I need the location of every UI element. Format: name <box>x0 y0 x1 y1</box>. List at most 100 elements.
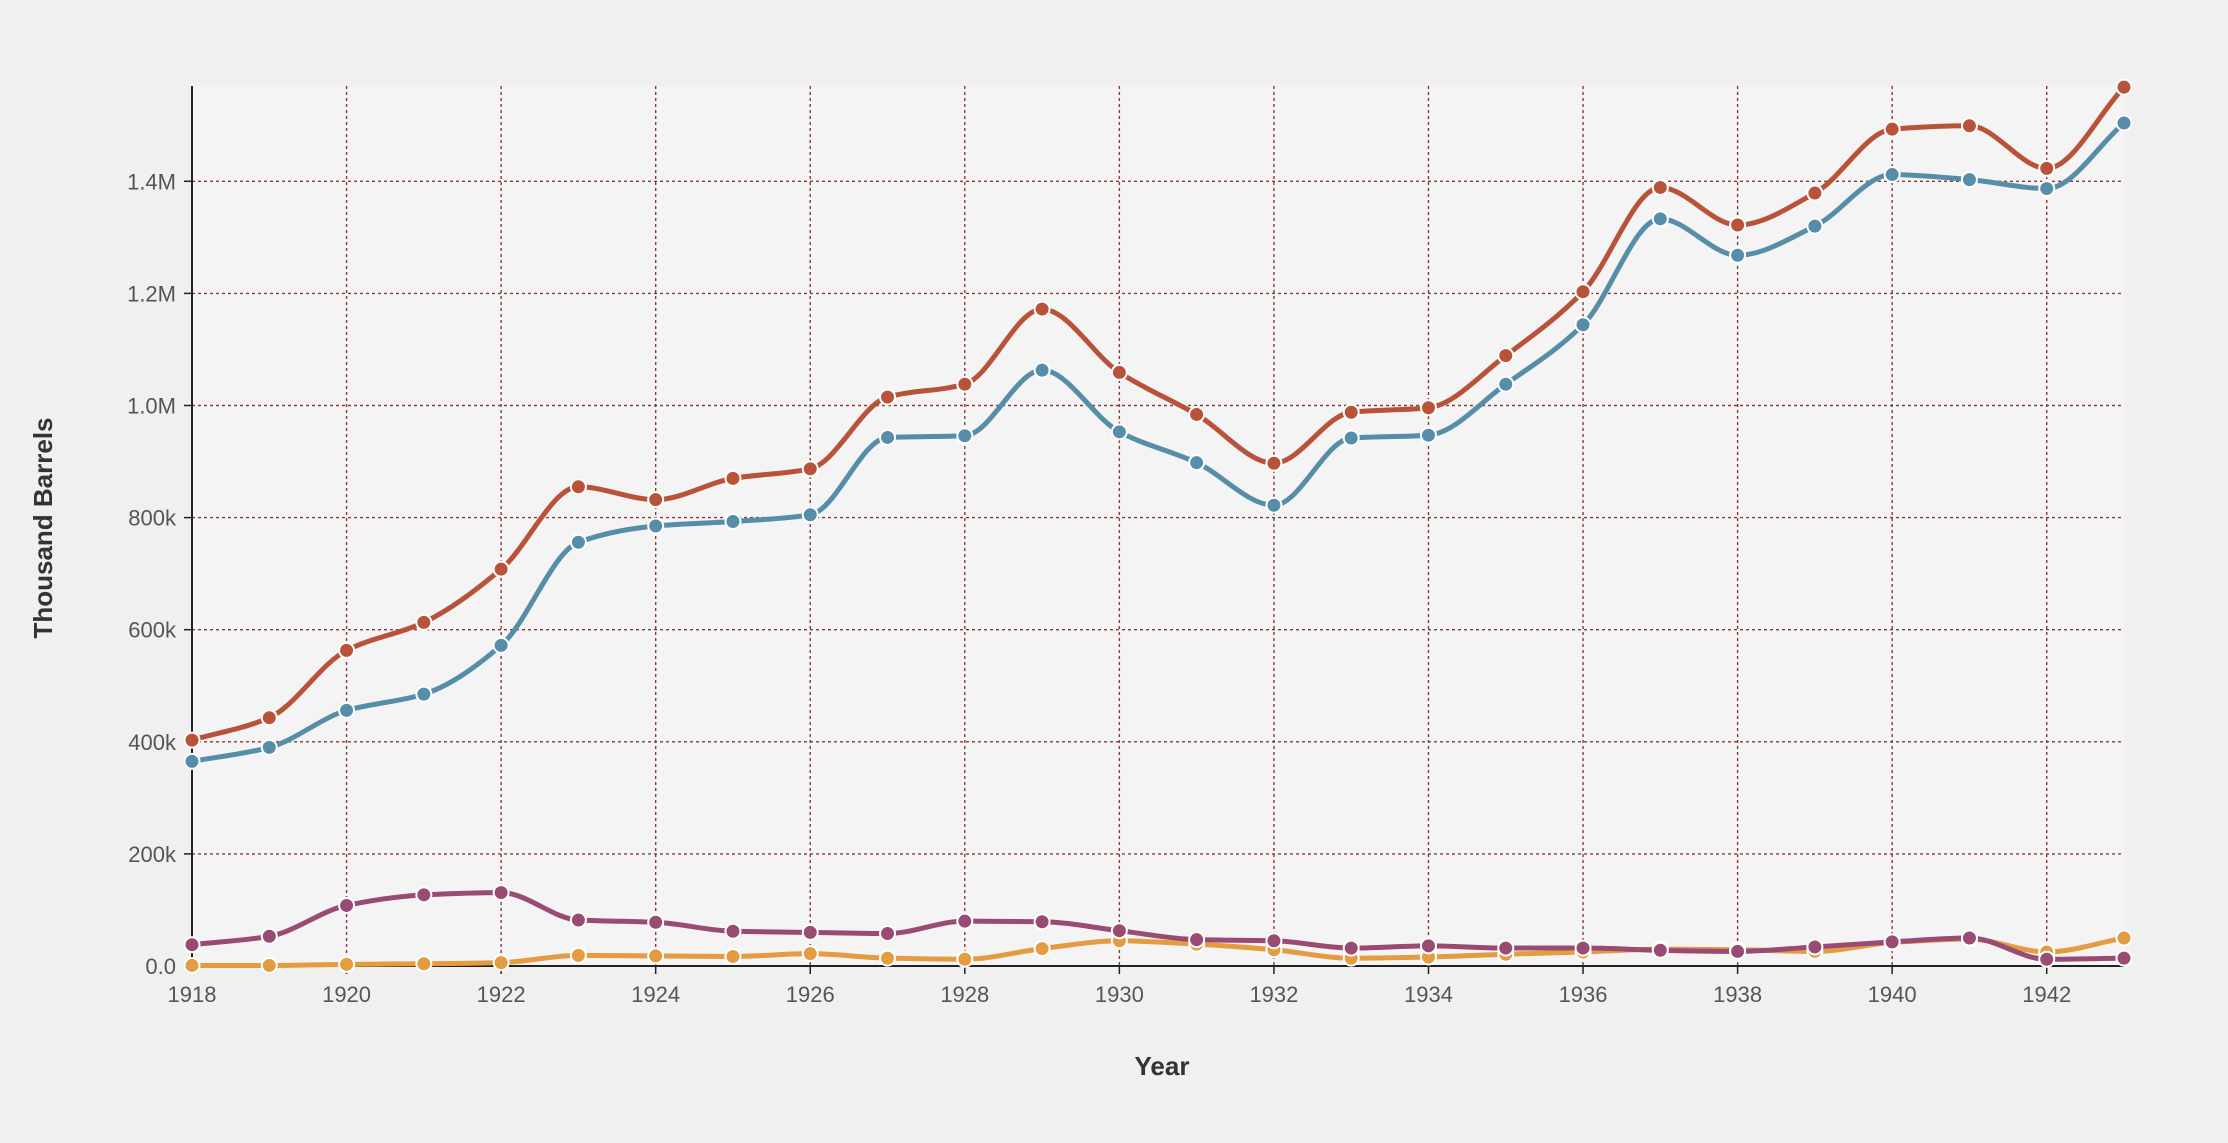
data-point-exports[interactable]: Exports 1922: 6000 <box>492 954 510 972</box>
data-point-total[interactable]: Total 1919: 443000 <box>260 709 278 727</box>
data-point-domestic-production[interactable]: Domestic Production 1927: 943000 <box>879 428 897 446</box>
data-point-exports[interactable]: Exports 1924: 18000 <box>647 947 665 965</box>
plot-area <box>192 86 2124 966</box>
data-point-imports[interactable]: Imports 1934: 36000 <box>1419 937 1437 955</box>
data-point-domestic-production[interactable]: Domestic Production 1934: 947000 <box>1419 426 1437 444</box>
data-point-total[interactable]: Total 1929: 1172000 <box>1033 300 1051 318</box>
data-point-total[interactable]: Total 1931: 984000 <box>1188 405 1206 423</box>
data-point-imports[interactable]: Imports 1927: 58000 <box>879 924 897 942</box>
data-point-imports[interactable]: Imports 1940: 43000 <box>1883 933 1901 951</box>
data-point-domestic-production[interactable]: Domestic Production 1918: 365000 <box>183 752 201 770</box>
data-point-domestic-production[interactable]: Domestic Production 1930: 953000 <box>1110 423 1128 441</box>
y-tick-label: 200k <box>128 842 177 867</box>
data-point-exports[interactable]: Exports 1929: 31000 <box>1033 940 1051 958</box>
data-point-domestic-production[interactable]: Domestic Production 1925: 793000 <box>724 513 742 531</box>
data-point-imports[interactable]: Imports 1942: 12000 <box>2038 950 2056 968</box>
data-point-total[interactable]: Total 1936: 1203000 <box>1574 283 1592 301</box>
data-point-imports[interactable]: Imports 1926: 60000 <box>801 923 819 941</box>
data-point-domestic-production[interactable]: Domestic Production 1936: 1144000 <box>1574 316 1592 334</box>
data-point-total[interactable]: Total 1943: 1568000 <box>2115 78 2133 96</box>
data-point-total[interactable]: Total 1922: 708000 <box>492 560 510 578</box>
data-point-domestic-production[interactable]: Domestic Production 1942: 1387000 <box>2038 180 2056 198</box>
markers-domestic-production: Domestic Production 1918: 365000 Domestic… <box>183 114 2133 770</box>
data-point-exports[interactable]: Exports 1928: 12000 <box>956 950 974 968</box>
data-point-domestic-production[interactable]: Domestic Production 1919: 390000 <box>260 738 278 756</box>
data-point-total[interactable]: Total 1927: 1015000 <box>879 388 897 406</box>
data-point-exports[interactable]: Exports 1919: 1000 <box>260 956 278 974</box>
data-point-exports[interactable]: Exports 1926: 22000 <box>801 945 819 963</box>
data-point-domestic-production[interactable]: Domestic Production 1929: 1063000 <box>1033 361 1051 379</box>
data-point-domestic-production[interactable]: Domestic Production 1939: 1320000 <box>1806 217 1824 235</box>
data-point-exports[interactable]: Exports 1920: 3000 <box>338 955 356 973</box>
data-point-domestic-production[interactable]: Domestic Production 1940: 1412000 <box>1883 166 1901 184</box>
data-point-total[interactable]: Total 1932: 897000 <box>1265 454 1283 472</box>
data-point-total[interactable]: Total 1920: 563000 <box>338 641 356 659</box>
data-point-total[interactable]: Total 1942: 1423000 <box>2038 159 2056 177</box>
data-point-domestic-production[interactable]: Domestic Production 1935: 1038000 <box>1497 375 1515 393</box>
data-point-exports[interactable]: Exports 1921: 4000 <box>415 955 433 973</box>
data-point-exports[interactable]: Exports 1923: 19000 <box>569 946 587 964</box>
data-point-imports[interactable]: Imports 1941: 50000 <box>1960 929 1978 947</box>
data-point-total[interactable]: Total 1940: 1493000 <box>1883 120 1901 138</box>
data-point-exports[interactable]: Exports 1927: 14000 <box>879 949 897 967</box>
data-point-imports[interactable]: Imports 1936: 32000 <box>1574 939 1592 957</box>
data-point-imports[interactable]: Imports 1937: 28000 <box>1651 941 1669 959</box>
data-point-exports[interactable]: Exports 1943: 50000 <box>2115 929 2133 947</box>
data-point-imports[interactable]: Imports 1923: 82000 <box>569 911 587 929</box>
data-point-total[interactable]: Total 1930: 1059000 <box>1110 363 1128 381</box>
data-point-domestic-production[interactable]: Domestic Production 1928: 946000 <box>956 427 974 445</box>
data-point-domestic-production[interactable]: Domestic Production 1926: 805000 <box>801 506 819 524</box>
data-point-imports[interactable]: Imports 1939: 34000 <box>1806 938 1824 956</box>
data-point-domestic-production[interactable]: Domestic Production 1932: 822000 <box>1265 496 1283 514</box>
data-point-imports[interactable]: Imports 1920: 108000 <box>338 896 356 914</box>
data-point-total[interactable]: Total 1937: 1389000 <box>1651 178 1669 196</box>
x-tick-label: 1922 <box>477 982 526 1007</box>
data-point-imports[interactable]: Imports 1918: 38000 <box>183 936 201 954</box>
data-point-imports[interactable]: Imports 1931: 47000 <box>1188 931 1206 949</box>
data-point-domestic-production[interactable]: Domestic Production 1933: 942000 <box>1342 429 1360 447</box>
data-point-imports[interactable]: Imports 1925: 62000 <box>724 922 742 940</box>
data-point-imports[interactable]: Imports 1919: 53000 <box>260 927 278 945</box>
data-point-domestic-production[interactable]: Domestic Production 1923: 756000 <box>569 533 587 551</box>
x-tick-label: 1934 <box>1404 982 1453 1007</box>
data-point-total[interactable]: Total 1941: 1499000 <box>1960 117 1978 135</box>
data-point-domestic-production[interactable]: Domestic Production 1941: 1403000 <box>1960 171 1978 189</box>
data-point-total[interactable]: Total 1939: 1379000 <box>1806 184 1824 202</box>
data-point-imports[interactable]: Imports 1922: 131000 <box>492 884 510 902</box>
data-point-total[interactable]: Total 1925: 870000 <box>724 469 742 487</box>
data-point-domestic-production[interactable]: Domestic Production 1931: 898000 <box>1188 454 1206 472</box>
data-point-total[interactable]: Total 1933: 988000 <box>1342 403 1360 421</box>
data-point-total[interactable]: Total 1921: 613000 <box>415 613 433 631</box>
data-point-total[interactable]: Total 1926: 887000 <box>801 460 819 478</box>
data-point-total[interactable]: Total 1928: 1038000 <box>956 375 974 393</box>
data-point-total[interactable]: Total 1935: 1089000 <box>1497 347 1515 365</box>
y-tick-label: 800k <box>128 506 177 531</box>
data-point-imports[interactable]: Imports 1943: 14000 <box>2115 949 2133 967</box>
data-point-imports[interactable]: Imports 1932: 45000 <box>1265 932 1283 950</box>
data-point-exports[interactable]: Exports 1918: 1000 <box>183 956 201 974</box>
data-point-imports[interactable]: Imports 1928: 80000 <box>956 912 974 930</box>
data-point-imports[interactable]: Imports 1935: 32000 <box>1497 939 1515 957</box>
y-tick-label: 1.0M <box>127 393 176 418</box>
data-point-total[interactable]: Total 1918: 403000 <box>183 731 201 749</box>
data-point-domestic-production[interactable]: Domestic Production 1920: 456000 <box>338 701 356 719</box>
data-point-imports[interactable]: Imports 1924: 78000 <box>647 913 665 931</box>
data-point-domestic-production[interactable]: Domestic Production 1937: 1333000 <box>1651 210 1669 228</box>
data-point-total[interactable]: Total 1934: 996000 <box>1419 399 1437 417</box>
data-point-domestic-production[interactable]: Domestic Production 1943: 1504000 <box>2115 114 2133 132</box>
data-point-total[interactable]: Total 1924: 832000 <box>647 491 665 509</box>
data-point-domestic-production[interactable]: Domestic Production 1921: 485000 <box>415 685 433 703</box>
y-tick-label: 0.0 <box>145 954 176 979</box>
data-point-imports[interactable]: Imports 1938: 26000 <box>1729 942 1747 960</box>
data-point-total[interactable]: Total 1923: 855000 <box>569 478 587 496</box>
data-point-imports[interactable]: Imports 1930: 63000 <box>1110 922 1128 940</box>
data-point-exports[interactable]: Exports 1925: 17000 <box>724 947 742 965</box>
data-point-domestic-production[interactable]: Domestic Production 1922: 572000 <box>492 636 510 654</box>
data-point-imports[interactable]: Imports 1921: 127000 <box>415 886 433 904</box>
data-point-total[interactable]: Total 1938: 1322000 <box>1729 216 1747 234</box>
data-point-imports[interactable]: Imports 1929: 79000 <box>1033 913 1051 931</box>
data-point-domestic-production[interactable]: Domestic Production 1938: 1268000 <box>1729 246 1747 264</box>
data-point-domestic-production[interactable]: Domestic Production 1924: 785000 <box>647 517 665 535</box>
data-point-imports[interactable]: Imports 1933: 32000 <box>1342 939 1360 957</box>
